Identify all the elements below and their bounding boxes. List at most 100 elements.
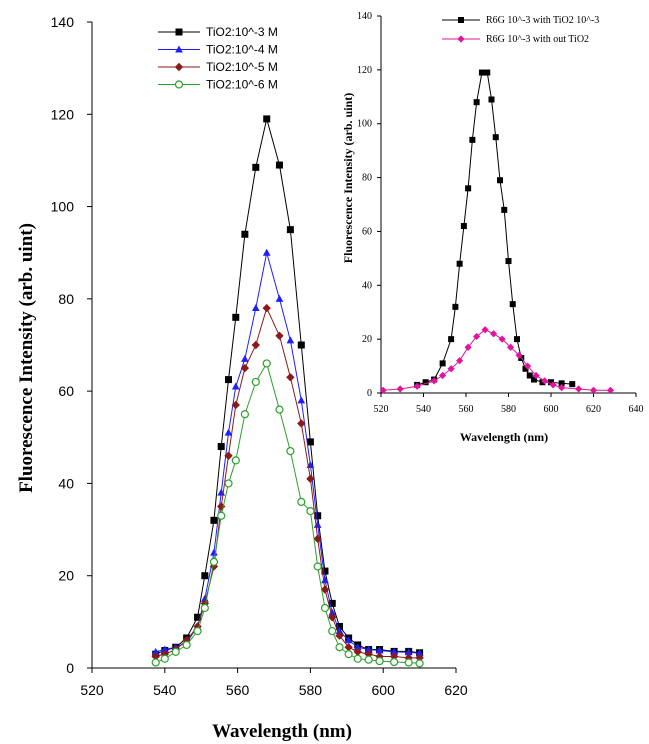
main-data-point — [364, 655, 373, 664]
inset-y-tick-label: 0 — [367, 388, 372, 399]
inset-data-point — [509, 301, 516, 308]
main-data-point — [353, 647, 362, 657]
main-data-point — [200, 603, 209, 613]
main-data-point — [225, 376, 232, 384]
main-data-point — [390, 657, 399, 667]
main-y-tick-label: 120 — [51, 106, 75, 122]
main-data-point — [321, 576, 329, 584]
inset-data-point — [492, 134, 499, 141]
main-data-point — [328, 608, 337, 616]
main-data-point — [240, 363, 250, 373]
inset-data-point — [549, 381, 557, 389]
main-data-point — [313, 534, 322, 543]
main-data-point — [200, 599, 210, 608]
inset-data-point — [460, 223, 467, 230]
main-data-point — [328, 626, 337, 636]
main-legend-label: TiO2:10^-6 M — [206, 78, 278, 92]
inset-data-point — [473, 99, 480, 106]
inset-x-axis-title: Wavelength (nm) — [460, 430, 548, 444]
main-data-point — [320, 585, 330, 594]
main-x-tick-label: 540 — [153, 682, 177, 698]
main-data-point — [232, 313, 240, 321]
inset-y-tick-label: 80 — [362, 173, 372, 184]
inset-data-point — [507, 343, 515, 351]
main-data-point — [251, 377, 260, 387]
main-data-point — [209, 557, 219, 566]
inset-x-tick-label: 640 — [629, 404, 644, 415]
main-data-point — [275, 405, 284, 414]
inset-data-point — [505, 258, 512, 265]
main-x-tick-label: 580 — [299, 682, 323, 698]
main-legend-label: TiO2:10^-3 M — [206, 25, 278, 39]
main-data-point — [262, 248, 271, 256]
inset-data-point — [452, 303, 459, 310]
main-data-point — [404, 648, 413, 656]
main-data-point — [251, 304, 260, 312]
main-data-point — [286, 336, 295, 344]
main-data-point — [182, 636, 191, 645]
main-x-tick-label: 520 — [80, 682, 104, 698]
inset-chart: Wavelength (nm) Fluorescence Intensity (… — [341, 11, 644, 444]
inset-data-point — [531, 376, 537, 383]
main-data-point — [344, 636, 353, 644]
main-data-point — [364, 645, 373, 653]
inset-data-point — [589, 386, 598, 394]
main-data-point — [231, 400, 240, 410]
main-data-point — [160, 654, 169, 663]
main-data-point — [306, 507, 315, 516]
main-data-point — [286, 373, 295, 382]
main-data-point — [217, 443, 225, 451]
main-data-point — [286, 226, 294, 234]
main-data-point — [252, 163, 260, 171]
inset-y-tick-label: 100 — [357, 119, 372, 130]
inset-series-2 — [379, 326, 615, 394]
inset-data-point — [473, 332, 481, 341]
inset-data-point — [524, 362, 532, 370]
inset-series-line — [416, 72, 573, 386]
inset-x-tick-label: 540 — [416, 404, 431, 415]
main-data-point — [297, 419, 306, 428]
main-data-point — [251, 340, 260, 350]
main-data-point — [151, 647, 160, 655]
main-series-2 — [151, 248, 424, 657]
main-data-point — [160, 645, 169, 653]
main-data-point — [390, 647, 398, 655]
main-data-point — [404, 653, 413, 663]
main-data-point — [389, 652, 399, 661]
inset-data-point — [522, 365, 529, 372]
inset-data-point — [558, 384, 566, 392]
inset-data-point — [469, 136, 476, 143]
inset-data-point — [396, 385, 404, 393]
inset-data-point — [439, 360, 446, 367]
main-data-point — [262, 359, 271, 368]
main-data-point — [151, 652, 160, 661]
main-data-point — [328, 599, 336, 607]
main-data-point — [306, 438, 314, 446]
inset-data-point — [484, 69, 491, 76]
inset-data-point — [379, 386, 387, 394]
main-data-point — [415, 649, 424, 657]
main-legend-label: TiO2:10^-5 M — [206, 60, 278, 74]
main-data-point — [353, 654, 362, 663]
main-data-point — [241, 354, 249, 362]
main-series-line — [155, 362, 420, 664]
main-data-point — [335, 643, 344, 652]
main-data-point — [151, 658, 160, 667]
inset-data-point — [413, 382, 421, 390]
main-legend-label: TiO2:10^-4 M — [206, 43, 278, 57]
inset-data-point — [439, 371, 447, 380]
main-legend-marker — [174, 80, 184, 89]
inset-data-point — [430, 377, 438, 385]
main-data-point — [375, 656, 384, 666]
main-data-point — [344, 650, 353, 659]
inset-data-point — [481, 326, 489, 334]
inset-data-point — [532, 371, 540, 380]
inset-data-point — [464, 343, 472, 351]
main-data-point — [275, 331, 284, 340]
inset-legend: R6G 10^-3 with TiO2 10^-3 R6G 10^-3 with … — [442, 15, 599, 45]
inset-y-axis-title: Fluorescence Intensity (arb. uint) — [341, 93, 355, 263]
main-data-point — [210, 516, 218, 524]
main-data-point — [224, 428, 233, 436]
main-y-tick-label: 0 — [66, 660, 74, 676]
